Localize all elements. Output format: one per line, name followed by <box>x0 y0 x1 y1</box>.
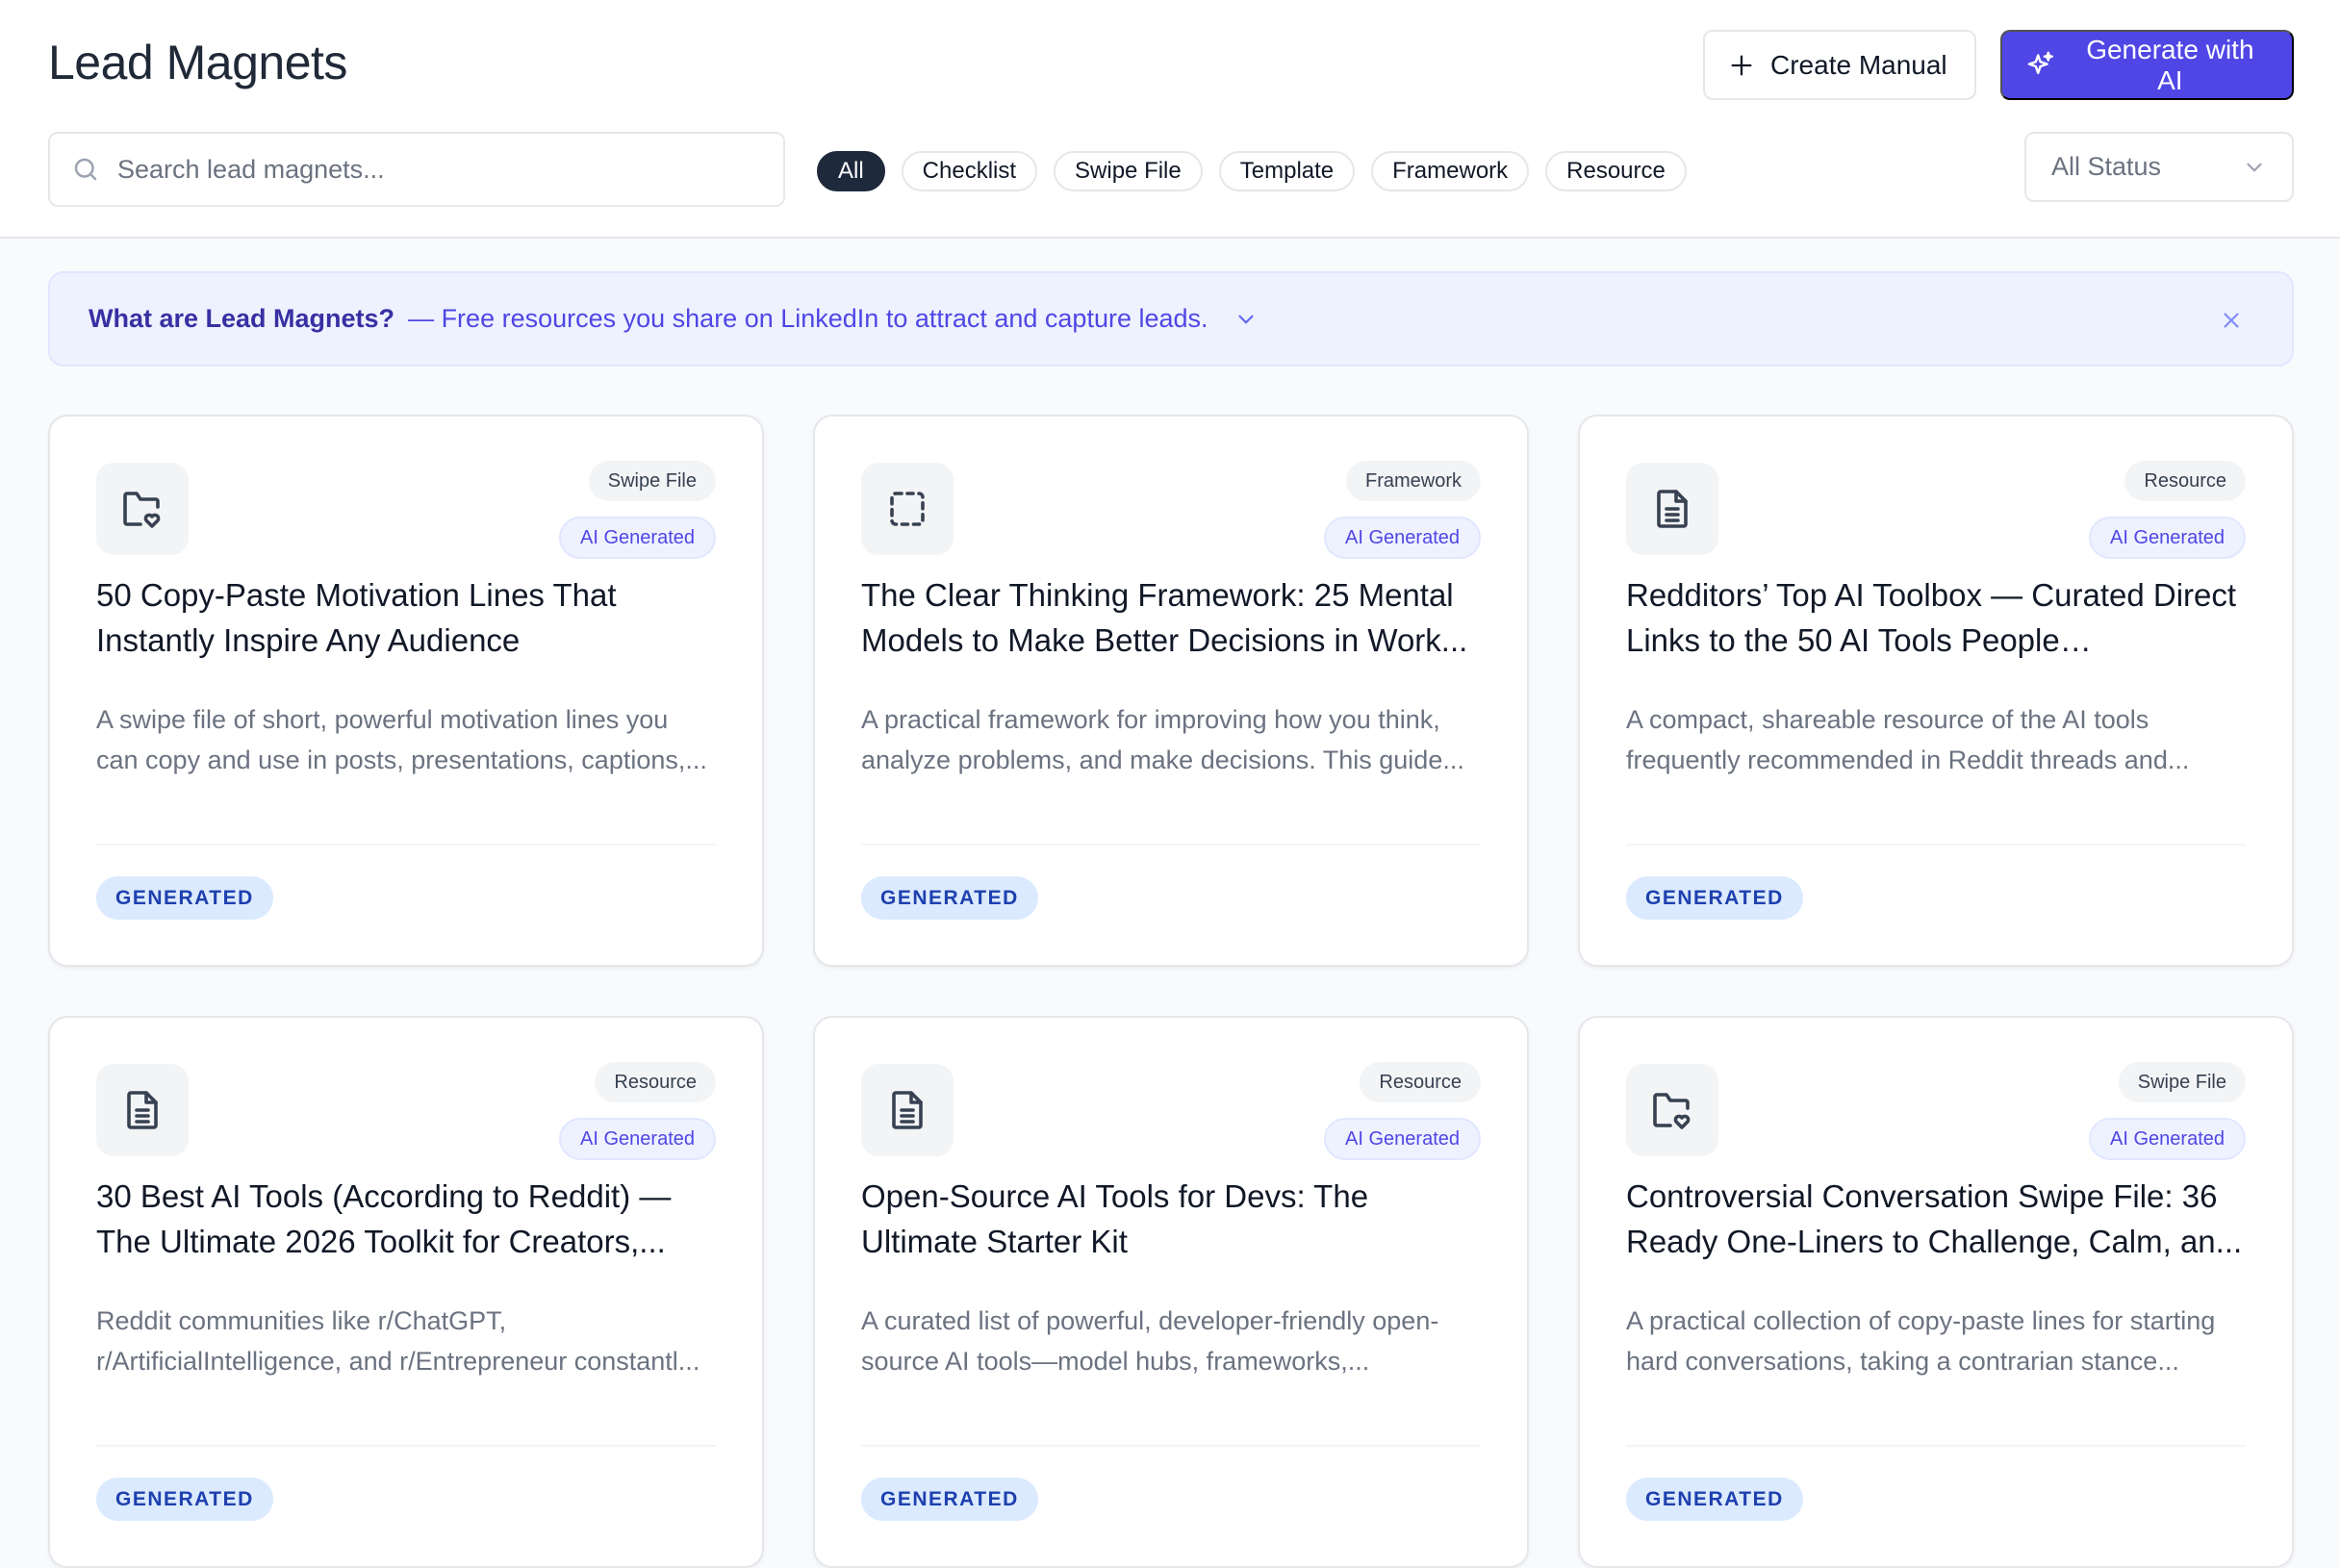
ai-generated-badge: AI Generated <box>1324 1118 1481 1160</box>
status-badge: GENERATED <box>1626 876 1803 920</box>
dashed-square-icon <box>861 463 954 555</box>
document-icon <box>861 1064 954 1156</box>
status-badge: GENERATED <box>96 1478 273 1521</box>
page-header: Lead Magnets Create Manual Generate with… <box>0 0 2340 239</box>
info-banner: What are Lead Magnets? — Free resources … <box>48 271 2294 367</box>
card-title[interactable]: The Clear Thinking Framework: 25 Mental … <box>861 577 1468 658</box>
ai-generated-badge: AI Generated <box>2089 1118 2246 1160</box>
status-select-value: All Status <box>2051 152 2162 181</box>
lead-magnet-card[interactable]: Resource AI Generated Redditors’ Top AI … <box>1578 415 2294 967</box>
filter-chip-all[interactable]: All <box>817 151 885 191</box>
card-divider <box>96 844 716 846</box>
card-divider <box>861 844 1481 846</box>
card-title[interactable]: 50 Copy-Paste Motivation Lines That Inst… <box>96 577 617 658</box>
document-icon <box>96 1064 189 1156</box>
card-divider <box>1626 844 2246 846</box>
folder-heart-icon <box>1626 1064 1718 1156</box>
card-divider <box>1626 1445 2246 1447</box>
lead-magnet-card[interactable]: Swipe File AI Generated 50 Copy-Paste Mo… <box>48 415 764 967</box>
lead-magnet-card[interactable]: Swipe File AI Generated Controversial Co… <box>1578 1016 2294 1568</box>
document-icon <box>1626 463 1718 555</box>
status-badge: GENERATED <box>1626 1478 1803 1521</box>
create-manual-label: Create Manual <box>1770 49 1947 80</box>
card-description: A practical framework for improving how … <box>861 705 1464 774</box>
card-divider <box>96 1445 716 1447</box>
filter-chip-checklist[interactable]: Checklist <box>901 151 1038 191</box>
card-description: A swipe file of short, powerful motivati… <box>96 705 707 774</box>
ai-generated-badge: AI Generated <box>1324 517 1481 559</box>
type-badge: Swipe File <box>588 461 716 501</box>
type-badge: Resource <box>2124 461 2246 501</box>
filter-chip-resource[interactable]: Resource <box>1545 151 1687 191</box>
status-badge: GENERATED <box>861 1478 1038 1521</box>
status-badge: GENERATED <box>861 876 1038 920</box>
search-icon <box>74 158 97 181</box>
card-description: Reddit communities like r/ChatGPT, r/Art… <box>96 1306 700 1376</box>
lead-magnet-card[interactable]: Resource AI Generated 30 Best AI Tools (… <box>48 1016 764 1568</box>
card-title[interactable]: 30 Best AI Tools (According to Reddit) —… <box>96 1178 672 1259</box>
status-select[interactable]: All Status <box>2024 132 2294 202</box>
type-badge: Framework <box>1345 461 1481 501</box>
lead-magnet-card[interactable]: Framework AI Generated The Clear Thinkin… <box>813 415 1529 967</box>
plus-icon <box>1731 55 1752 76</box>
page-title: Lead Magnets <box>48 36 347 89</box>
type-badge: Swipe File <box>2118 1062 2246 1102</box>
banner-description: — Free resources you share on LinkedIn t… <box>408 304 1208 333</box>
card-description: A compact, shareable resource of the AI … <box>1626 705 2190 774</box>
card-divider <box>861 1445 1481 1447</box>
status-badge: GENERATED <box>96 876 273 920</box>
ai-generated-badge: AI Generated <box>2089 517 2246 559</box>
ai-generated-badge: AI Generated <box>559 517 716 559</box>
card-title[interactable]: Redditors’ Top AI Toolbox — Curated Dire… <box>1626 577 2237 658</box>
chevron-down-icon <box>2247 163 2262 172</box>
generate-with-ai-label: Generate with AI <box>2086 34 2254 95</box>
create-manual-button[interactable]: Create Manual <box>1703 30 1976 100</box>
card-description: A curated list of powerful, developer-fr… <box>861 1306 1439 1376</box>
lead-magnet-card[interactable]: Resource AI Generated Open-Source AI Too… <box>813 1016 1529 1568</box>
ai-generated-badge: AI Generated <box>559 1118 716 1160</box>
filter-chip-framework[interactable]: Framework <box>1371 151 1530 191</box>
type-badge: Resource <box>595 1062 716 1102</box>
card-title[interactable]: Controversial Conversation Swipe File: 3… <box>1626 1178 2243 1259</box>
banner-question[interactable]: What are Lead Magnets? <box>89 304 395 333</box>
card-description: A practical collection of copy-paste lin… <box>1626 1306 2216 1376</box>
close-icon[interactable] <box>2219 308 2244 333</box>
folder-heart-icon <box>96 463 189 555</box>
filter-chip-template[interactable]: Template <box>1218 151 1356 191</box>
search-box[interactable] <box>48 132 785 207</box>
type-filter-chips: All Checklist Swipe File Template Framew… <box>817 151 1687 191</box>
card-title[interactable]: Open-Source AI Tools for Devs: The Ultim… <box>861 1178 1369 1259</box>
expand-chevron-icon[interactable] <box>1234 307 1259 332</box>
type-badge: Resource <box>1360 1062 1481 1102</box>
search-input[interactable] <box>117 154 695 185</box>
filter-chip-swipe-file[interactable]: Swipe File <box>1054 151 1203 191</box>
sparkles-icon <box>2027 51 2053 74</box>
generate-with-ai-button[interactable]: Generate with AI <box>2000 30 2294 100</box>
